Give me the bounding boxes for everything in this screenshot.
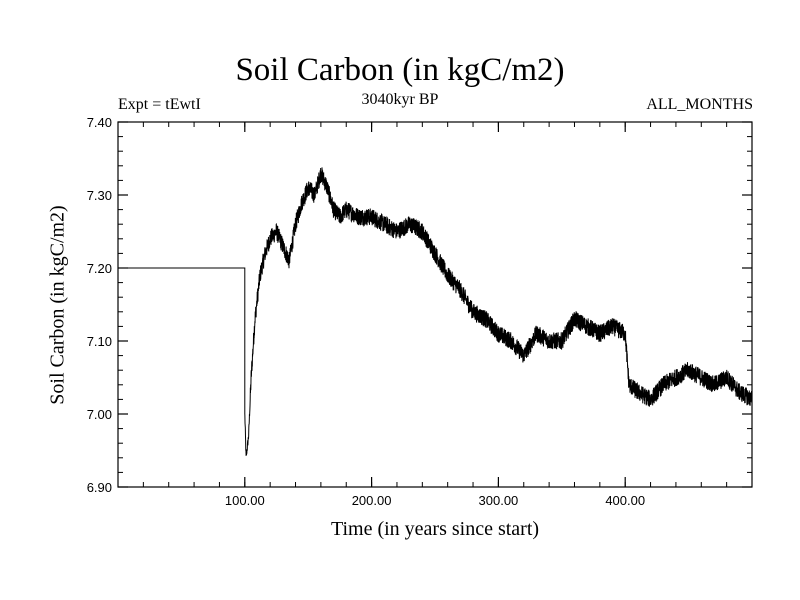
series-layer xyxy=(118,167,753,456)
chart-title: Soil Carbon (in kgC/m2) xyxy=(235,52,565,88)
soil-carbon-series-line xyxy=(118,167,753,456)
x-tick-label: 400.00 xyxy=(605,493,645,508)
y-tick-label: 7.40 xyxy=(87,115,112,130)
y-tick-label: 7.00 xyxy=(87,407,112,422)
x-tick-label: 300.00 xyxy=(479,493,519,508)
y-tick-label: 6.90 xyxy=(87,480,112,495)
y-tick-label: 7.20 xyxy=(87,261,112,276)
y-tick-label: 7.30 xyxy=(87,188,112,203)
x-tick-label: 100.00 xyxy=(225,493,265,508)
experiment-label: Expt = tEwtI xyxy=(118,96,201,113)
x-tick-label: 200.00 xyxy=(352,493,392,508)
x-axis-label: Time (in years since start) xyxy=(330,518,540,540)
plot-frame xyxy=(117,121,753,488)
months-label: ALL_MONTHS xyxy=(646,96,753,113)
period-label: 3040kyr BP xyxy=(361,91,439,108)
y-axis-label: Soil Carbon (in kgC/m2) xyxy=(46,205,69,405)
tick-marks: 100.00 200.00 300.00 400.00 6.90 7.00 7.10 7.20… xyxy=(87,115,752,508)
y-tick-label: 7.10 xyxy=(87,334,112,349)
